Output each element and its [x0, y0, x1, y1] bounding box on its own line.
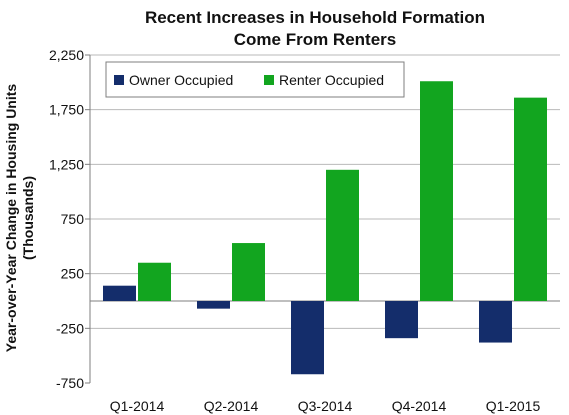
- bar-renter-occupied-q1-2014: [138, 262, 171, 301]
- x-tick-label-q1-2014: Q1-2014: [110, 398, 165, 414]
- legend-swatch-renter-occupied: [264, 75, 274, 85]
- legend-label-owner-occupied: Owner Occupied: [129, 72, 233, 88]
- y-axis-title-line-2: (Thousands): [20, 176, 36, 260]
- legend-box: [105, 61, 405, 98]
- y-tick-label-1: -250: [56, 320, 84, 336]
- bar-owner-occupied-q1-2015: [479, 301, 512, 343]
- chart-title-line-1: Recent Increases in Household Formation: [145, 8, 485, 27]
- x-tick-labels: Q1-2014 Q2-2014 Q3-2014 Q4-2014 Q1-2015: [110, 398, 541, 414]
- y-tick-label-2: 250: [61, 266, 85, 282]
- y-tick-label-4: 1,250: [49, 156, 84, 172]
- y-tick-label-5: 1,750: [49, 102, 84, 118]
- bar-renter-occupied-q1-2015: [514, 97, 547, 301]
- y-tick-label-0: -750: [56, 375, 84, 391]
- chart-title-line-2: Come From Renters: [234, 30, 396, 49]
- bar-renter-occupied-q2-2014: [232, 243, 265, 301]
- bars: [103, 81, 547, 375]
- x-tick-label-q1-2015: Q1-2015: [486, 398, 541, 414]
- y-tick-label-6: 2,250: [49, 47, 84, 63]
- bar-owner-occupied-q1-2014: [103, 285, 136, 301]
- bar-renter-occupied-q4-2014: [420, 81, 453, 302]
- bar-renter-occupied-q3-2014: [326, 169, 359, 301]
- x-tick-label-q3-2014: Q3-2014: [298, 398, 353, 414]
- bar-owner-occupied-q2-2014: [197, 301, 230, 309]
- legend: Owner Occupied Renter Occupied: [105, 61, 405, 98]
- bar-owner-occupied-q3-2014: [291, 301, 324, 375]
- bar-owner-occupied-q4-2014: [385, 301, 418, 339]
- legend-label-renter-occupied: Renter Occupied: [279, 72, 384, 88]
- y-tick-label-3: 750: [61, 211, 85, 227]
- y-tick-labels: -750 -250 250 750 1,250 1,750 2,250: [49, 47, 84, 391]
- y-axis-title-line-1: Year-over-Year Change in Housing Units: [3, 84, 19, 353]
- x-tick-label-q2-2014: Q2-2014: [204, 398, 259, 414]
- legend-swatch-owner-occupied: [114, 75, 124, 85]
- x-tick-label-q4-2014: Q4-2014: [392, 398, 447, 414]
